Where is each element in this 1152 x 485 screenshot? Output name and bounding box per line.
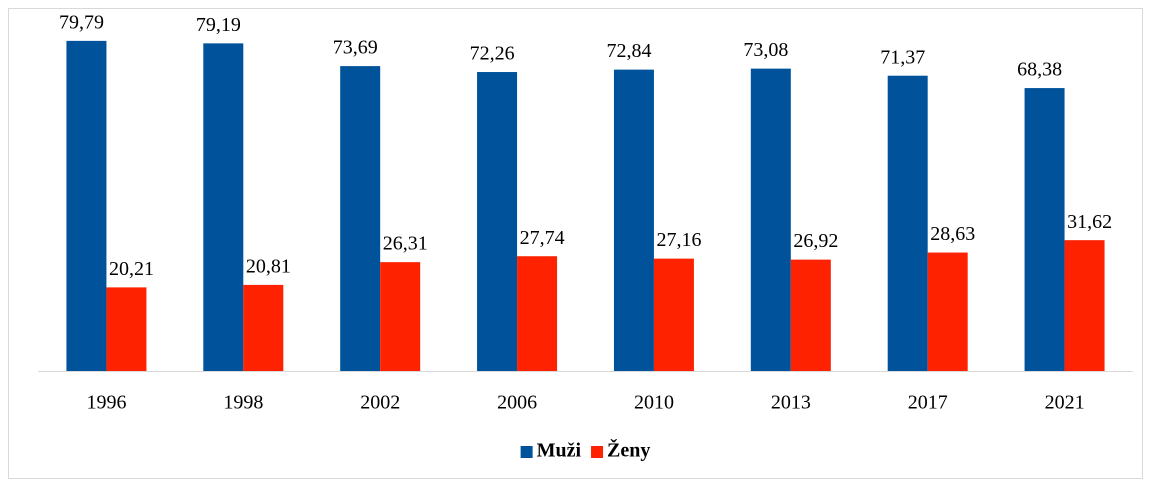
bar — [1024, 88, 1065, 371]
bar — [653, 258, 694, 371]
bar — [477, 72, 518, 372]
bar — [887, 75, 928, 371]
bar — [790, 259, 831, 371]
data-label: 79,79 — [59, 11, 104, 33]
bar — [340, 66, 381, 371]
x-tick-label: 2017 — [908, 392, 948, 414]
legend-label: Ženy — [607, 438, 650, 462]
bar — [243, 284, 284, 371]
data-label: 27,74 — [520, 227, 565, 249]
x-tick-label: 2002 — [360, 392, 400, 414]
x-tick-label: 1998 — [223, 392, 263, 414]
legend-label: Muži — [537, 440, 582, 462]
data-label: 27,16 — [656, 229, 701, 251]
bar — [106, 287, 147, 371]
bar — [66, 40, 107, 372]
data-label: 72,26 — [470, 43, 515, 65]
bar — [750, 68, 791, 371]
legend-swatch — [520, 446, 533, 458]
data-label: 71,37 — [880, 46, 925, 68]
data-label: 79,19 — [196, 14, 241, 36]
data-label: 26,92 — [793, 230, 838, 252]
bar — [380, 262, 421, 371]
data-label: 20,81 — [246, 255, 291, 277]
data-label: 28,63 — [930, 223, 975, 245]
bar — [517, 256, 558, 371]
bar — [927, 252, 968, 371]
legend-swatch — [591, 446, 604, 458]
data-label: 20,21 — [109, 258, 154, 280]
x-tick-label: 2006 — [497, 392, 537, 414]
data-label: 73,08 — [743, 39, 788, 61]
data-label: 26,31 — [383, 233, 428, 255]
x-tick-label: 2013 — [771, 392, 811, 414]
bar — [203, 43, 244, 371]
x-tick-label: 1996 — [86, 392, 126, 414]
data-label: 31,62 — [1067, 211, 1112, 233]
x-tick-label: 2010 — [634, 392, 674, 414]
bar — [613, 69, 654, 371]
x-tick-label: 2021 — [1045, 392, 1085, 414]
data-label: 68,38 — [1017, 59, 1062, 81]
bar — [1064, 240, 1105, 371]
data-label: 72,84 — [606, 40, 651, 62]
chart-border — [8, 8, 1143, 479]
data-label: 73,69 — [333, 37, 378, 59]
